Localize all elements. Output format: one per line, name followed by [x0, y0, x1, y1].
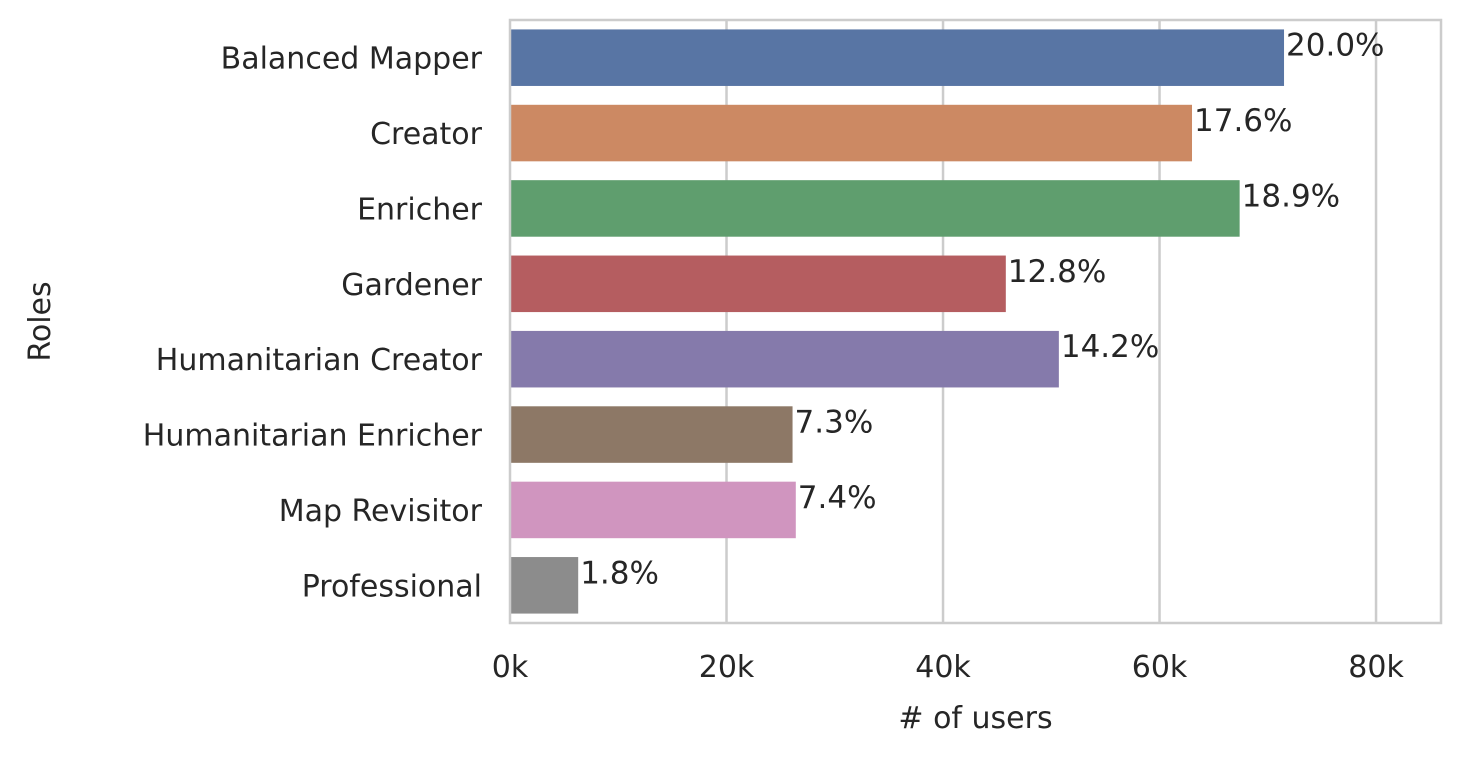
x-tick-label: 60k: [1132, 650, 1188, 685]
x-tick-labels: 0k 20k 40k 60k 80k: [492, 650, 1405, 685]
y-category-label: Enricher: [357, 192, 483, 227]
bar: [510, 481, 796, 539]
bar: [510, 180, 1240, 237]
x-tick-label: 80k: [1348, 650, 1404, 685]
bar-value-label: 17.6%: [1194, 103, 1292, 139]
y-category-label: Humanitarian Creator: [156, 343, 483, 378]
bar: [510, 330, 1059, 388]
bar-value-label: 1.8%: [580, 555, 659, 591]
bar-value-label: 18.9%: [1242, 178, 1340, 214]
x-axis-title: # of users: [898, 701, 1052, 736]
bar-value-labels: 20.0% 17.6% 18.9% 12.8% 14.2% 7.3% 7.4% 1.8%: [580, 28, 1384, 592]
bar: [510, 557, 579, 614]
y-category-label: Creator: [370, 117, 483, 152]
bar: [510, 255, 1006, 313]
y-category-label: Gardener: [341, 268, 482, 303]
bar-value-label: 12.8%: [1008, 254, 1106, 290]
bar-value-label: 7.4%: [798, 480, 877, 516]
bar: [510, 29, 1285, 86]
y-category-label: Balanced Mapper: [221, 42, 483, 77]
x-tick-label: 20k: [699, 650, 755, 685]
bar-value-label: 14.2%: [1061, 329, 1159, 365]
bar-value-label: 7.3%: [795, 405, 874, 441]
y-category-label: Professional: [302, 569, 482, 604]
plot-frame: [508, 18, 1443, 625]
bar: [510, 406, 793, 463]
y-axis-title: Roles: [23, 281, 58, 361]
bar: [510, 104, 1193, 162]
y-category-label: Map Revisitor: [279, 494, 483, 529]
bar-value-label: 20.0%: [1286, 28, 1384, 64]
y-category-label: Humanitarian Enricher: [143, 419, 483, 454]
y-category-labels: Balanced Mapper Creator Enricher Gardener Hu…: [143, 42, 483, 605]
x-tick-label: 40k: [915, 650, 971, 685]
bars: [510, 29, 1285, 614]
x-tick-label: 0k: [492, 650, 529, 685]
